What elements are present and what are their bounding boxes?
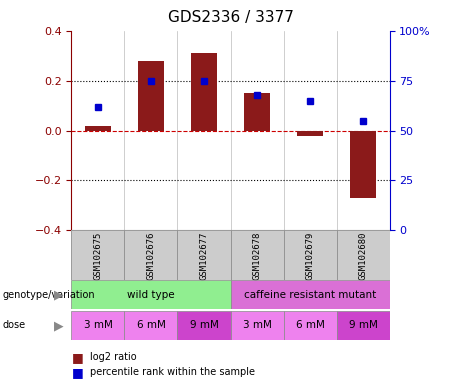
Text: log2 ratio: log2 ratio bbox=[90, 352, 136, 362]
Bar bbox=[177, 311, 230, 340]
Text: ▶: ▶ bbox=[54, 319, 64, 332]
Bar bbox=[177, 230, 230, 280]
Bar bbox=[284, 311, 337, 340]
Bar bbox=[230, 280, 390, 309]
Text: ■: ■ bbox=[71, 351, 83, 364]
Bar bbox=[124, 311, 177, 340]
Bar bbox=[138, 61, 164, 131]
Bar bbox=[350, 131, 376, 198]
Bar bbox=[230, 230, 284, 280]
Bar bbox=[297, 131, 323, 136]
Text: wild type: wild type bbox=[127, 290, 175, 300]
Bar bbox=[71, 230, 124, 280]
Text: 3 mM: 3 mM bbox=[242, 320, 272, 331]
Bar bbox=[230, 311, 284, 340]
Bar bbox=[337, 311, 390, 340]
Text: caffeine resistant mutant: caffeine resistant mutant bbox=[244, 290, 376, 300]
Text: GSM102680: GSM102680 bbox=[359, 231, 367, 280]
Bar bbox=[244, 93, 270, 131]
Text: 6 mM: 6 mM bbox=[296, 320, 325, 331]
Text: GSM102675: GSM102675 bbox=[94, 231, 102, 280]
Title: GDS2336 / 3377: GDS2336 / 3377 bbox=[167, 10, 294, 25]
Bar bbox=[71, 311, 124, 340]
Text: ■: ■ bbox=[71, 366, 83, 379]
Text: percentile rank within the sample: percentile rank within the sample bbox=[90, 367, 255, 377]
Bar bbox=[191, 53, 217, 131]
Text: 6 mM: 6 mM bbox=[136, 320, 165, 331]
Text: GSM102677: GSM102677 bbox=[200, 231, 208, 280]
Text: GSM102679: GSM102679 bbox=[306, 231, 314, 280]
Bar bbox=[85, 126, 111, 131]
Text: dose: dose bbox=[2, 320, 25, 331]
Text: GSM102678: GSM102678 bbox=[253, 231, 261, 280]
Text: 3 mM: 3 mM bbox=[83, 320, 112, 331]
Bar bbox=[284, 230, 337, 280]
Text: 9 mM: 9 mM bbox=[189, 320, 219, 331]
Text: 9 mM: 9 mM bbox=[349, 320, 378, 331]
Bar bbox=[71, 280, 230, 309]
Bar bbox=[337, 230, 390, 280]
Text: GSM102676: GSM102676 bbox=[147, 231, 155, 280]
Text: genotype/variation: genotype/variation bbox=[2, 290, 95, 300]
Bar bbox=[124, 230, 177, 280]
Text: ▶: ▶ bbox=[54, 288, 64, 301]
